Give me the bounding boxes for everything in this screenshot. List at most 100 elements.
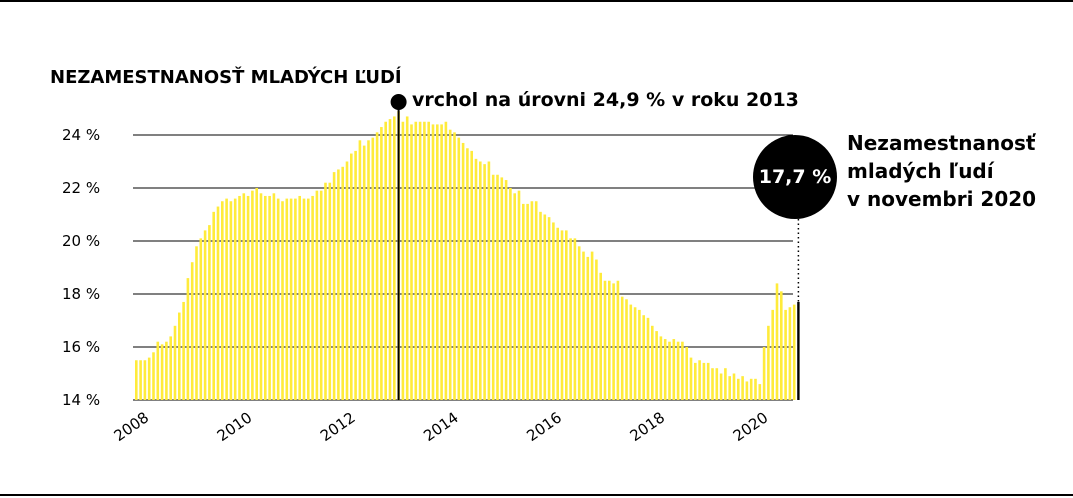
chart-title: NEZAMESTNANOSŤ MLADÝCH ĽUDÍ xyxy=(50,67,402,88)
bar xyxy=(483,164,486,400)
bar xyxy=(341,166,344,400)
bar xyxy=(616,280,620,400)
bar xyxy=(603,280,607,400)
bar xyxy=(307,198,310,400)
bar xyxy=(620,296,624,400)
bar xyxy=(371,137,375,400)
bar xyxy=(190,262,194,400)
bar xyxy=(350,153,353,400)
bar xyxy=(745,381,749,400)
bar xyxy=(255,188,258,400)
bar xyxy=(543,214,547,400)
latest-value-annotation: Nezamestnanosť mladých ľudí v novembri 202… xyxy=(847,131,1037,211)
bar xyxy=(160,344,164,400)
bar xyxy=(496,174,499,400)
bar xyxy=(302,198,306,400)
bar xyxy=(470,150,473,400)
bar xyxy=(608,280,611,400)
bar xyxy=(586,256,590,400)
bar xyxy=(762,347,766,400)
bar xyxy=(474,158,478,400)
bar xyxy=(225,198,228,400)
bar xyxy=(178,312,181,400)
bar xyxy=(784,309,787,400)
y-tick-label: 24 % xyxy=(62,126,100,144)
bar xyxy=(208,225,211,400)
bar xyxy=(702,362,706,400)
bar xyxy=(775,283,779,400)
bar xyxy=(324,182,327,400)
bar xyxy=(264,195,267,400)
bar xyxy=(698,360,701,400)
bar xyxy=(668,341,671,400)
bar xyxy=(315,190,319,400)
bar xyxy=(754,378,757,400)
bar xyxy=(595,259,598,400)
bar xyxy=(767,325,770,400)
bar xyxy=(749,378,753,400)
bar xyxy=(238,195,241,400)
bar xyxy=(797,301,800,400)
bar xyxy=(294,198,297,400)
bar xyxy=(560,230,564,400)
bar xyxy=(724,368,727,400)
latest-value-badge: 17,7 % xyxy=(753,135,837,219)
bar xyxy=(345,161,349,400)
bar xyxy=(642,315,645,400)
bar xyxy=(147,357,151,400)
bar xyxy=(711,368,714,400)
bar xyxy=(143,360,147,400)
y-tick-label: 20 % xyxy=(62,232,100,250)
bottom-rule xyxy=(0,494,1073,496)
bar xyxy=(259,193,263,400)
peak-annotation: vrchol na úrovni 24,9 % v roku 2013 xyxy=(412,89,799,111)
top-rule xyxy=(0,0,1073,2)
bar xyxy=(203,230,207,400)
bar xyxy=(737,378,740,400)
peak-marker-dot xyxy=(390,94,407,110)
y-tick-label: 22 % xyxy=(62,179,100,197)
bar xyxy=(199,238,203,400)
bar xyxy=(539,211,542,400)
x-tick-label: 2016 xyxy=(523,408,565,445)
bar xyxy=(565,230,568,400)
bar xyxy=(328,182,332,400)
bar xyxy=(509,188,512,400)
bar xyxy=(354,150,357,400)
bar xyxy=(500,177,504,400)
bar xyxy=(358,140,362,401)
bar xyxy=(272,193,276,400)
bar xyxy=(268,195,271,400)
bar xyxy=(393,116,396,400)
bar xyxy=(332,172,336,400)
bar xyxy=(633,307,637,400)
bar xyxy=(440,124,443,401)
bar xyxy=(414,121,418,400)
bar xyxy=(135,360,138,400)
x-tick-label: 2010 xyxy=(214,408,256,445)
bar xyxy=(676,341,680,400)
bar xyxy=(229,201,233,400)
bar xyxy=(246,195,250,400)
bar xyxy=(380,127,383,401)
bar xyxy=(233,198,237,400)
y-tick-label: 18 % xyxy=(62,285,100,303)
bar xyxy=(216,206,220,400)
bar xyxy=(410,124,413,401)
bar xyxy=(638,309,641,400)
bar xyxy=(276,198,280,400)
bar xyxy=(612,283,615,400)
bar xyxy=(487,161,491,400)
bar xyxy=(685,347,688,400)
bar xyxy=(251,190,254,400)
bar xyxy=(418,121,422,400)
bar xyxy=(186,278,190,400)
bar xyxy=(547,217,551,400)
bar xyxy=(156,341,160,400)
bar xyxy=(139,360,142,400)
bar xyxy=(659,336,663,400)
bar xyxy=(771,309,774,400)
bar xyxy=(491,174,495,400)
bar xyxy=(182,301,185,400)
bar xyxy=(367,140,370,401)
